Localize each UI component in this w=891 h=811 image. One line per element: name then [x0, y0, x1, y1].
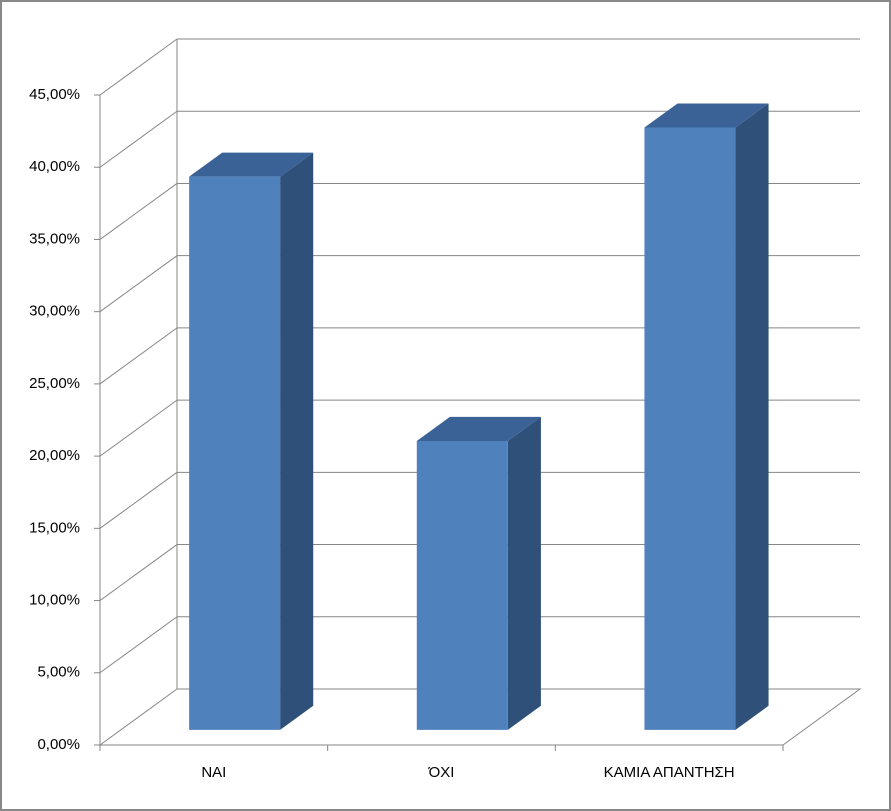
y-tick-label: 25,00% [29, 375, 80, 392]
grid-line-side [99, 544, 178, 601]
y-tick-label: 35,00% [29, 230, 80, 247]
y-tick-label: 20,00% [29, 447, 80, 464]
grid-line-side [99, 616, 178, 674]
bar-side [735, 103, 769, 730]
bar-side [280, 152, 314, 730]
grid-line-side [99, 255, 178, 313]
grid-line-side [99, 110, 178, 168]
x-tick-label: ΚΑΜΙΑ ΑΠΑΝΤΗΣΗ [604, 764, 735, 781]
bar [416, 440, 508, 730]
bar-side [507, 416, 541, 730]
grid-line-side [99, 183, 178, 240]
y-tick-label: 10,00% [29, 592, 80, 609]
grid-line-side [99, 399, 178, 457]
bar-top [644, 103, 769, 128]
bar-top [189, 152, 314, 177]
y-tick-label: 30,00% [29, 303, 80, 320]
x-tick-label: ΌΧΙ [428, 764, 455, 781]
grid-line-side [99, 38, 178, 96]
grid-line-side [99, 471, 178, 529]
y-tick-label: 15,00% [29, 519, 80, 536]
bar [189, 176, 281, 730]
y-tick-label: 5,00% [37, 664, 80, 681]
y-tick-label: 0,00% [37, 736, 80, 753]
x-tick-label: ΝΑΙ [201, 764, 226, 781]
y-tick-label: 40,00% [29, 158, 80, 175]
grid-line-side [99, 688, 178, 746]
bar-top [416, 416, 541, 441]
bar [644, 127, 736, 730]
grid-line-side [99, 327, 178, 385]
y-tick-label: 45,00% [29, 86, 80, 103]
